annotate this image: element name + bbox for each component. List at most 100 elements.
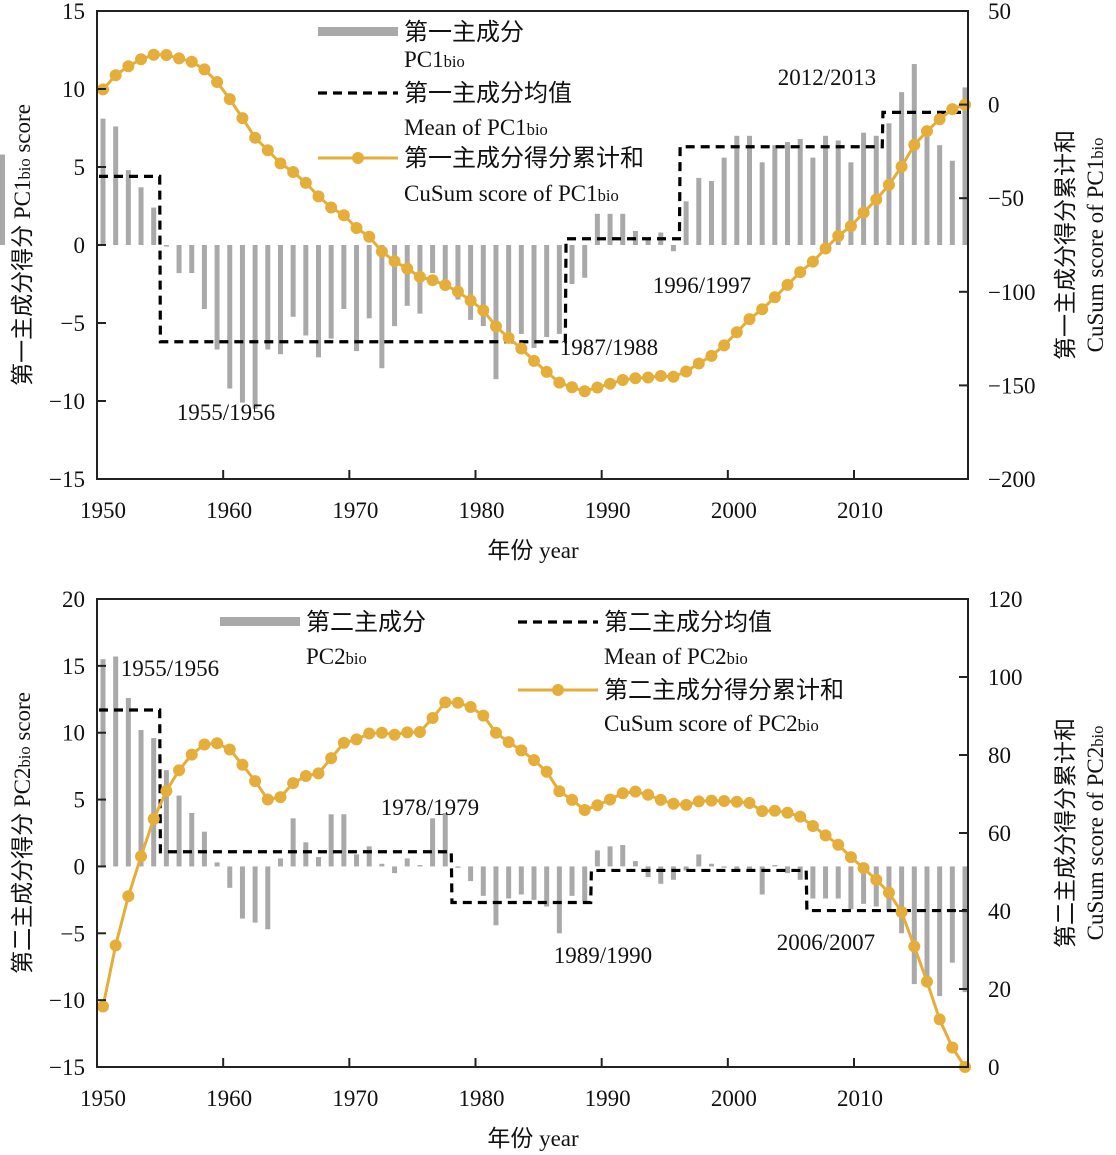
cusum-point-1972 [363,727,376,740]
bar-1955 [151,207,157,245]
cusum-point-1980 [464,701,477,714]
legend-label-en: PC1bio [404,47,465,72]
bar-2009 [835,866,841,899]
bar-2008 [823,866,829,899]
y2-tick-label: 60 [988,821,1011,846]
bar-1965 [277,858,283,867]
x-axis-title: 年份 year [487,1126,579,1151]
cusum-point-1977 [426,711,439,724]
bar-1961 [227,866,233,888]
bar-1964 [265,866,271,930]
x-tick-label: 1960 [206,498,252,523]
y-tick-label: 10 [62,77,85,102]
cusum-point-1984 [515,744,528,757]
cusum-point-2005 [781,278,794,291]
bar-2003 [759,866,765,895]
bar-2016 [924,866,930,987]
y-tick-label: 10 [62,721,85,746]
cusum-point-1970 [337,209,350,222]
cusum-point-1982 [489,320,502,333]
y2-tick-label: 0 [988,1055,1000,1080]
cusum-point-1986 [540,365,553,378]
bar-1956 [163,245,169,247]
bar-2014 [899,866,905,934]
bar-1958 [189,245,195,274]
cusum-point-1996 [667,797,680,810]
cusum-point-2016 [920,125,933,138]
cusum-point-2018 [946,103,959,116]
bar-2003 [759,162,765,245]
bar-1991 [607,846,613,867]
cusum-point-1987 [553,376,566,389]
bar-1986 [544,866,550,907]
bar-1998 [696,177,702,245]
bar-1970 [341,814,347,867]
legend-label-en: CuSum score of PC1bio [404,181,619,206]
y-tick-label: −15 [49,467,85,492]
bar-1979 [455,866,461,868]
bar-1999 [708,863,714,867]
x-tick-label: 1950 [80,1086,126,1111]
bar-1996 [670,245,676,252]
cusum-point-1953 [122,60,135,73]
bar-1969 [328,814,334,867]
bar-1960 [214,245,220,350]
cusum-point-1961 [223,743,236,756]
cusum-point-1971 [350,221,363,234]
bar-1974 [392,866,398,874]
cusum-point-1985 [528,754,540,767]
cusum-point-2011 [857,862,870,875]
legend-label-cn: 第二主成分 [306,609,426,636]
cusum-point-1958 [185,748,198,761]
cusum-point-1963 [249,131,262,144]
changepoint-label: 1978/1979 [381,795,479,820]
cusum-point-2002 [743,313,756,326]
cusum-point-2009 [832,230,845,243]
bar-1966 [290,245,296,317]
bar-1994 [645,238,651,245]
cusum-point-1999 [705,794,718,807]
cusum-point-1960 [211,75,224,88]
cusum-point-1959 [198,738,211,751]
cusum-point-1989 [578,385,591,398]
cusum-point-2013 [882,886,895,899]
bar-1967 [303,842,309,867]
bar-1978 [442,812,448,867]
y-tick-label: −5 [61,921,85,946]
bar-1957 [176,795,182,867]
bar-2017 [937,145,943,245]
bar-2010 [848,162,854,245]
cusum-point-1992 [616,373,629,386]
y-axis-title-right-cn: 第一主成分得分累计和 [1053,130,1078,360]
bar-1962 [239,245,245,403]
y2-tick-label: 0 [988,93,1000,118]
bar-1951 [100,659,106,867]
bar-1951 [100,118,106,245]
cusum-point-2010 [844,851,857,864]
cusum-point-1953 [122,890,135,903]
bar-2007 [810,157,816,245]
y2-tick-label: 120 [988,587,1023,612]
bar-1982 [493,866,499,926]
cusum-point-2015 [908,940,921,953]
y-tick-label: −10 [49,389,85,414]
cusum-point-2014 [895,160,908,173]
cusum-point-1990 [591,799,604,812]
bar-1993 [632,861,638,867]
bar-1977 [430,245,436,274]
cusum-point-1986 [540,765,553,778]
y-tick-label: 0 [74,854,86,879]
bar-1983 [506,245,512,341]
y-tick-label: −10 [49,988,85,1013]
cusum-markers [97,48,971,398]
cusum-point-1993 [629,372,642,385]
legend-label-cn: 第一主成分得分累计和 [404,145,644,172]
bar-1981 [480,866,486,896]
cusum-point-1976 [413,725,426,738]
y2-tick-label: −150 [988,373,1035,398]
cusum-point-1973 [375,726,388,739]
bar-1995 [658,866,664,884]
cusum-point-1974 [388,728,401,741]
x-tick-label: 1960 [206,1086,252,1111]
